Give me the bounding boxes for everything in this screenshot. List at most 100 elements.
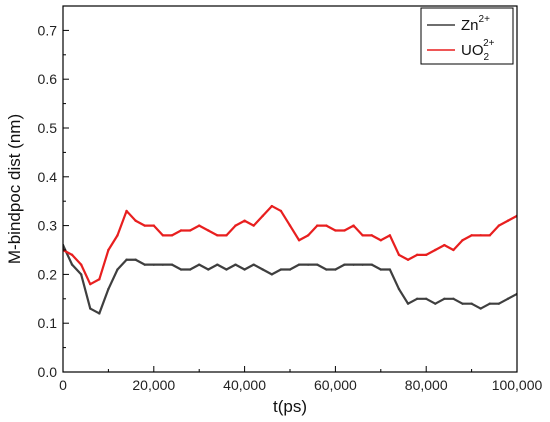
data-point — [316, 224, 319, 227]
data-point — [225, 234, 228, 237]
data-point — [143, 224, 146, 227]
legend-label: UO22+ — [461, 38, 495, 63]
x-tick-label: 80,000 — [405, 377, 448, 393]
data-point — [288, 268, 292, 271]
data-point — [406, 258, 410, 261]
data-point — [443, 297, 446, 300]
data-point — [461, 302, 464, 305]
data-point — [188, 268, 192, 271]
data-point — [152, 224, 155, 227]
data-point — [352, 224, 355, 227]
data-point — [506, 219, 510, 222]
data-point — [261, 268, 264, 271]
data-point — [488, 302, 491, 305]
data-point — [188, 229, 192, 232]
y-tick-label: 0.0 — [38, 364, 58, 380]
data-point — [425, 297, 428, 300]
data-point — [252, 263, 255, 266]
data-point — [207, 229, 210, 232]
y-tick-label: 0.3 — [38, 218, 58, 234]
data-point — [325, 224, 328, 227]
data-point — [79, 273, 83, 276]
data-point — [261, 214, 264, 218]
legend-box — [420, 7, 514, 65]
series-layer — [63, 204, 517, 315]
data-point — [452, 248, 455, 252]
data-point — [306, 234, 310, 237]
data-point — [207, 268, 210, 271]
data-point — [388, 268, 392, 271]
data-point — [306, 263, 310, 266]
data-point — [370, 234, 373, 237]
y-tick-label: 0.4 — [38, 169, 58, 185]
data-point — [406, 302, 410, 305]
data-point — [179, 268, 183, 271]
data-point — [425, 253, 428, 257]
data-point — [506, 297, 510, 300]
legend: Zn2+ UO22+ — [420, 7, 514, 65]
data-point — [225, 268, 228, 271]
data-point — [279, 268, 283, 271]
data-point — [270, 204, 274, 208]
data-point — [397, 287, 401, 291]
data-point — [479, 307, 482, 310]
y-tick-label: 0.2 — [38, 266, 58, 282]
x-tick-label: 40,000 — [223, 377, 266, 393]
data-point — [497, 224, 501, 227]
data-point — [334, 229, 337, 232]
legend-label: Zn2+ — [461, 14, 490, 34]
data-point — [452, 297, 455, 300]
y-tick-label: 0.7 — [38, 22, 58, 38]
data-point — [70, 263, 74, 266]
data-point — [252, 224, 255, 227]
data-point — [234, 224, 237, 227]
data-point — [107, 248, 110, 252]
data-point — [497, 302, 501, 305]
data-point — [134, 258, 137, 261]
x-axis-title: t(ps) — [273, 397, 307, 416]
data-point — [134, 219, 137, 222]
data-point — [415, 297, 419, 300]
data-point — [179, 229, 183, 232]
data-point — [361, 263, 364, 266]
data-point — [198, 224, 201, 227]
data-point — [89, 282, 92, 286]
data-point — [152, 263, 155, 266]
data-point — [343, 229, 346, 232]
data-point — [125, 209, 128, 213]
data-point — [388, 234, 392, 237]
data-point — [316, 263, 319, 266]
data-point — [370, 263, 373, 266]
series-line-uo2 — [63, 204, 517, 286]
data-point — [434, 302, 437, 305]
data-point — [198, 263, 201, 266]
data-point — [234, 263, 237, 266]
x-tick-label: 60,000 — [314, 377, 357, 393]
data-point — [161, 263, 165, 266]
data-point — [334, 268, 337, 271]
data-point — [270, 273, 274, 276]
y-axis-title: M-bindpoc dist (nm) — [5, 114, 24, 264]
data-point — [434, 248, 437, 252]
x-tick-label: 20,000 — [132, 377, 175, 393]
x-tick-label: 0 — [59, 377, 67, 393]
data-point — [479, 234, 482, 237]
data-point — [443, 243, 446, 247]
x-tick-label: 100,000 — [492, 377, 543, 393]
y-tick-label: 0.6 — [38, 71, 58, 87]
data-point — [297, 263, 301, 266]
data-point — [116, 234, 119, 237]
data-point — [343, 263, 346, 266]
y-tick-label: 0.5 — [38, 120, 58, 136]
data-point — [70, 253, 74, 257]
data-point — [125, 258, 128, 261]
data-point — [288, 224, 292, 227]
data-point — [89, 307, 92, 310]
data-point — [116, 268, 119, 271]
data-point — [216, 234, 219, 237]
y-axis: 0.0 0.1 0.2 0.3 0.4 0.5 0.6 0.7 — [38, 5, 69, 380]
data-point — [470, 302, 473, 305]
data-point — [216, 263, 219, 266]
series-line-zn — [63, 244, 517, 315]
data-point — [397, 253, 401, 257]
